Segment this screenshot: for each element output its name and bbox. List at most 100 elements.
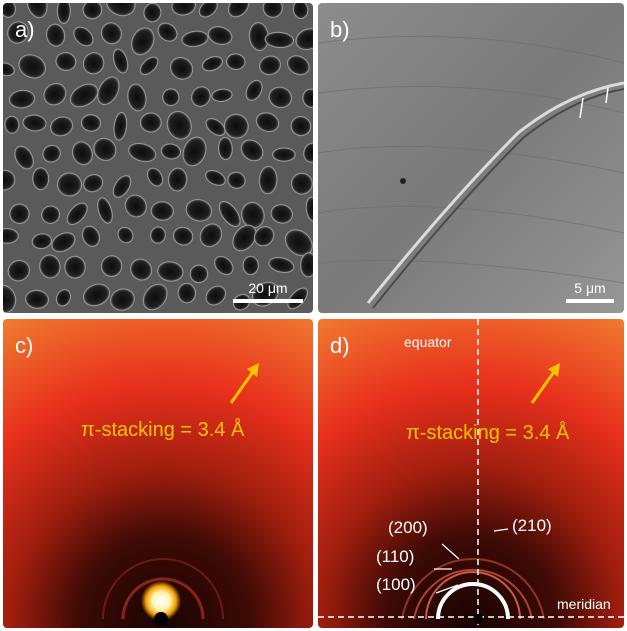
pore	[4, 115, 20, 134]
pore	[26, 3, 48, 19]
pore	[205, 169, 226, 186]
pore	[253, 226, 275, 247]
pore	[199, 223, 223, 248]
pore	[302, 88, 313, 108]
pore	[25, 289, 49, 309]
pore	[303, 142, 313, 163]
pore	[139, 112, 162, 133]
pore	[217, 136, 233, 161]
pore	[55, 52, 77, 71]
pore	[73, 26, 94, 47]
pore	[290, 172, 313, 195]
pore	[286, 55, 310, 76]
sem-porous-image	[3, 3, 313, 313]
reflection-110: (110)	[376, 547, 415, 566]
pore	[3, 3, 16, 18]
pore	[292, 3, 309, 19]
pore	[3, 284, 17, 313]
pore	[14, 145, 34, 170]
scale-bar-b-line	[566, 299, 614, 303]
pore	[150, 226, 166, 244]
pore	[226, 53, 246, 71]
sem-smooth-image	[318, 3, 624, 313]
pore	[182, 136, 207, 167]
pore	[80, 114, 102, 132]
scale-bar-a-line	[233, 299, 303, 303]
panel-c-label: c)	[15, 333, 34, 358]
pore	[8, 89, 36, 109]
pore	[157, 22, 178, 42]
pore	[39, 254, 61, 279]
pore	[166, 110, 192, 140]
pore	[245, 79, 263, 101]
pore	[295, 28, 313, 51]
pore	[143, 3, 162, 23]
pore	[258, 165, 278, 195]
scale-bar-a-text: 20 μm	[248, 280, 288, 296]
pore	[83, 174, 104, 193]
pore	[241, 201, 265, 229]
pore	[112, 175, 132, 198]
pi-stacking-label-c: π-stacking = 3.4 Å	[81, 419, 245, 441]
pore	[43, 82, 67, 106]
pore	[82, 52, 105, 75]
pore	[198, 3, 218, 18]
pore	[268, 86, 293, 109]
pore	[18, 54, 47, 79]
pore	[42, 144, 61, 163]
pore	[160, 143, 182, 160]
reflection-210: (210)	[512, 516, 552, 535]
pore	[211, 88, 233, 102]
pore	[9, 203, 30, 225]
pore	[259, 55, 281, 76]
pore	[232, 224, 257, 252]
pore	[172, 226, 194, 246]
pore	[181, 30, 209, 48]
pore	[124, 194, 147, 218]
pore	[71, 141, 93, 166]
pore	[113, 111, 128, 141]
arrow-d-icon	[530, 363, 560, 404]
pore	[106, 3, 136, 17]
pore	[7, 259, 30, 282]
panel-b-label: b)	[330, 17, 350, 42]
pore	[22, 114, 47, 132]
pore	[97, 197, 113, 224]
meridian-label: meridian	[557, 596, 611, 612]
pore	[41, 205, 61, 224]
pore	[110, 288, 135, 311]
pore	[3, 227, 19, 244]
pore	[201, 56, 223, 72]
pore	[3, 62, 15, 77]
pore	[177, 282, 197, 304]
pore	[127, 83, 147, 112]
pore	[270, 204, 294, 224]
pore	[227, 3, 250, 18]
pore	[32, 167, 50, 191]
panel-b-sem-smooth: b) 5 μm	[318, 3, 624, 313]
scale-bar-b: 5 μm	[566, 280, 614, 303]
pore	[57, 172, 82, 197]
pore	[146, 167, 164, 187]
pore	[264, 31, 295, 49]
pore	[100, 255, 123, 277]
pore	[100, 22, 122, 45]
scale-bar-a: 20 μm	[233, 280, 303, 303]
pore	[214, 255, 234, 276]
pore	[290, 116, 312, 137]
panel-d-xray: d) equator meridian π-stacking = 3.4 Å (…	[318, 319, 624, 628]
pi-stacking-label-d: π-stacking = 3.4 Å	[406, 422, 570, 444]
pore	[7, 21, 29, 44]
pore	[305, 196, 313, 223]
pore	[97, 76, 120, 106]
pore	[69, 83, 99, 108]
pore	[169, 57, 194, 80]
pore	[171, 3, 197, 16]
pore	[205, 118, 226, 136]
pore	[218, 200, 241, 228]
pore	[142, 283, 168, 311]
pore	[300, 252, 313, 278]
pore	[272, 147, 296, 162]
pore	[150, 201, 174, 221]
pore	[162, 88, 180, 107]
